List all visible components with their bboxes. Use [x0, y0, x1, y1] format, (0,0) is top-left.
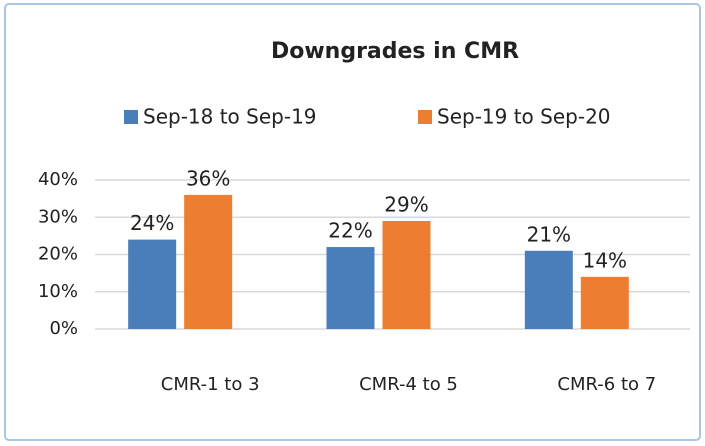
y-tick-label: 40% — [38, 169, 78, 190]
bar — [580, 276, 629, 329]
y-tick-label: 10% — [38, 281, 78, 302]
data-label: 14% — [583, 248, 627, 272]
bar — [128, 239, 177, 329]
bar — [326, 247, 375, 329]
data-label: 21% — [527, 222, 571, 246]
chart-border — [4, 3, 701, 441]
bar — [382, 220, 431, 329]
y-tick-label: 0% — [49, 318, 78, 339]
y-tick-label: 20% — [38, 244, 78, 265]
data-label: 29% — [384, 192, 428, 216]
y-tick-label: 30% — [38, 206, 78, 227]
legend-label: Sep-18 to Sep-19 — [143, 105, 317, 129]
data-label: 24% — [130, 211, 174, 235]
bar — [524, 250, 573, 329]
chart-title: Downgrades in CMR — [271, 39, 519, 64]
legend-swatch — [124, 110, 138, 124]
x-tick-label: CMR-1 to 3 — [161, 374, 260, 395]
data-label: 22% — [328, 219, 372, 243]
x-tick-label: CMR-4 to 5 — [359, 374, 458, 395]
legend-label: Sep-19 to Sep-20 — [437, 105, 611, 129]
bar — [184, 194, 233, 329]
legend-swatch — [418, 110, 432, 124]
data-label: 36% — [186, 166, 230, 190]
x-tick-label: CMR-6 to 7 — [557, 374, 656, 395]
